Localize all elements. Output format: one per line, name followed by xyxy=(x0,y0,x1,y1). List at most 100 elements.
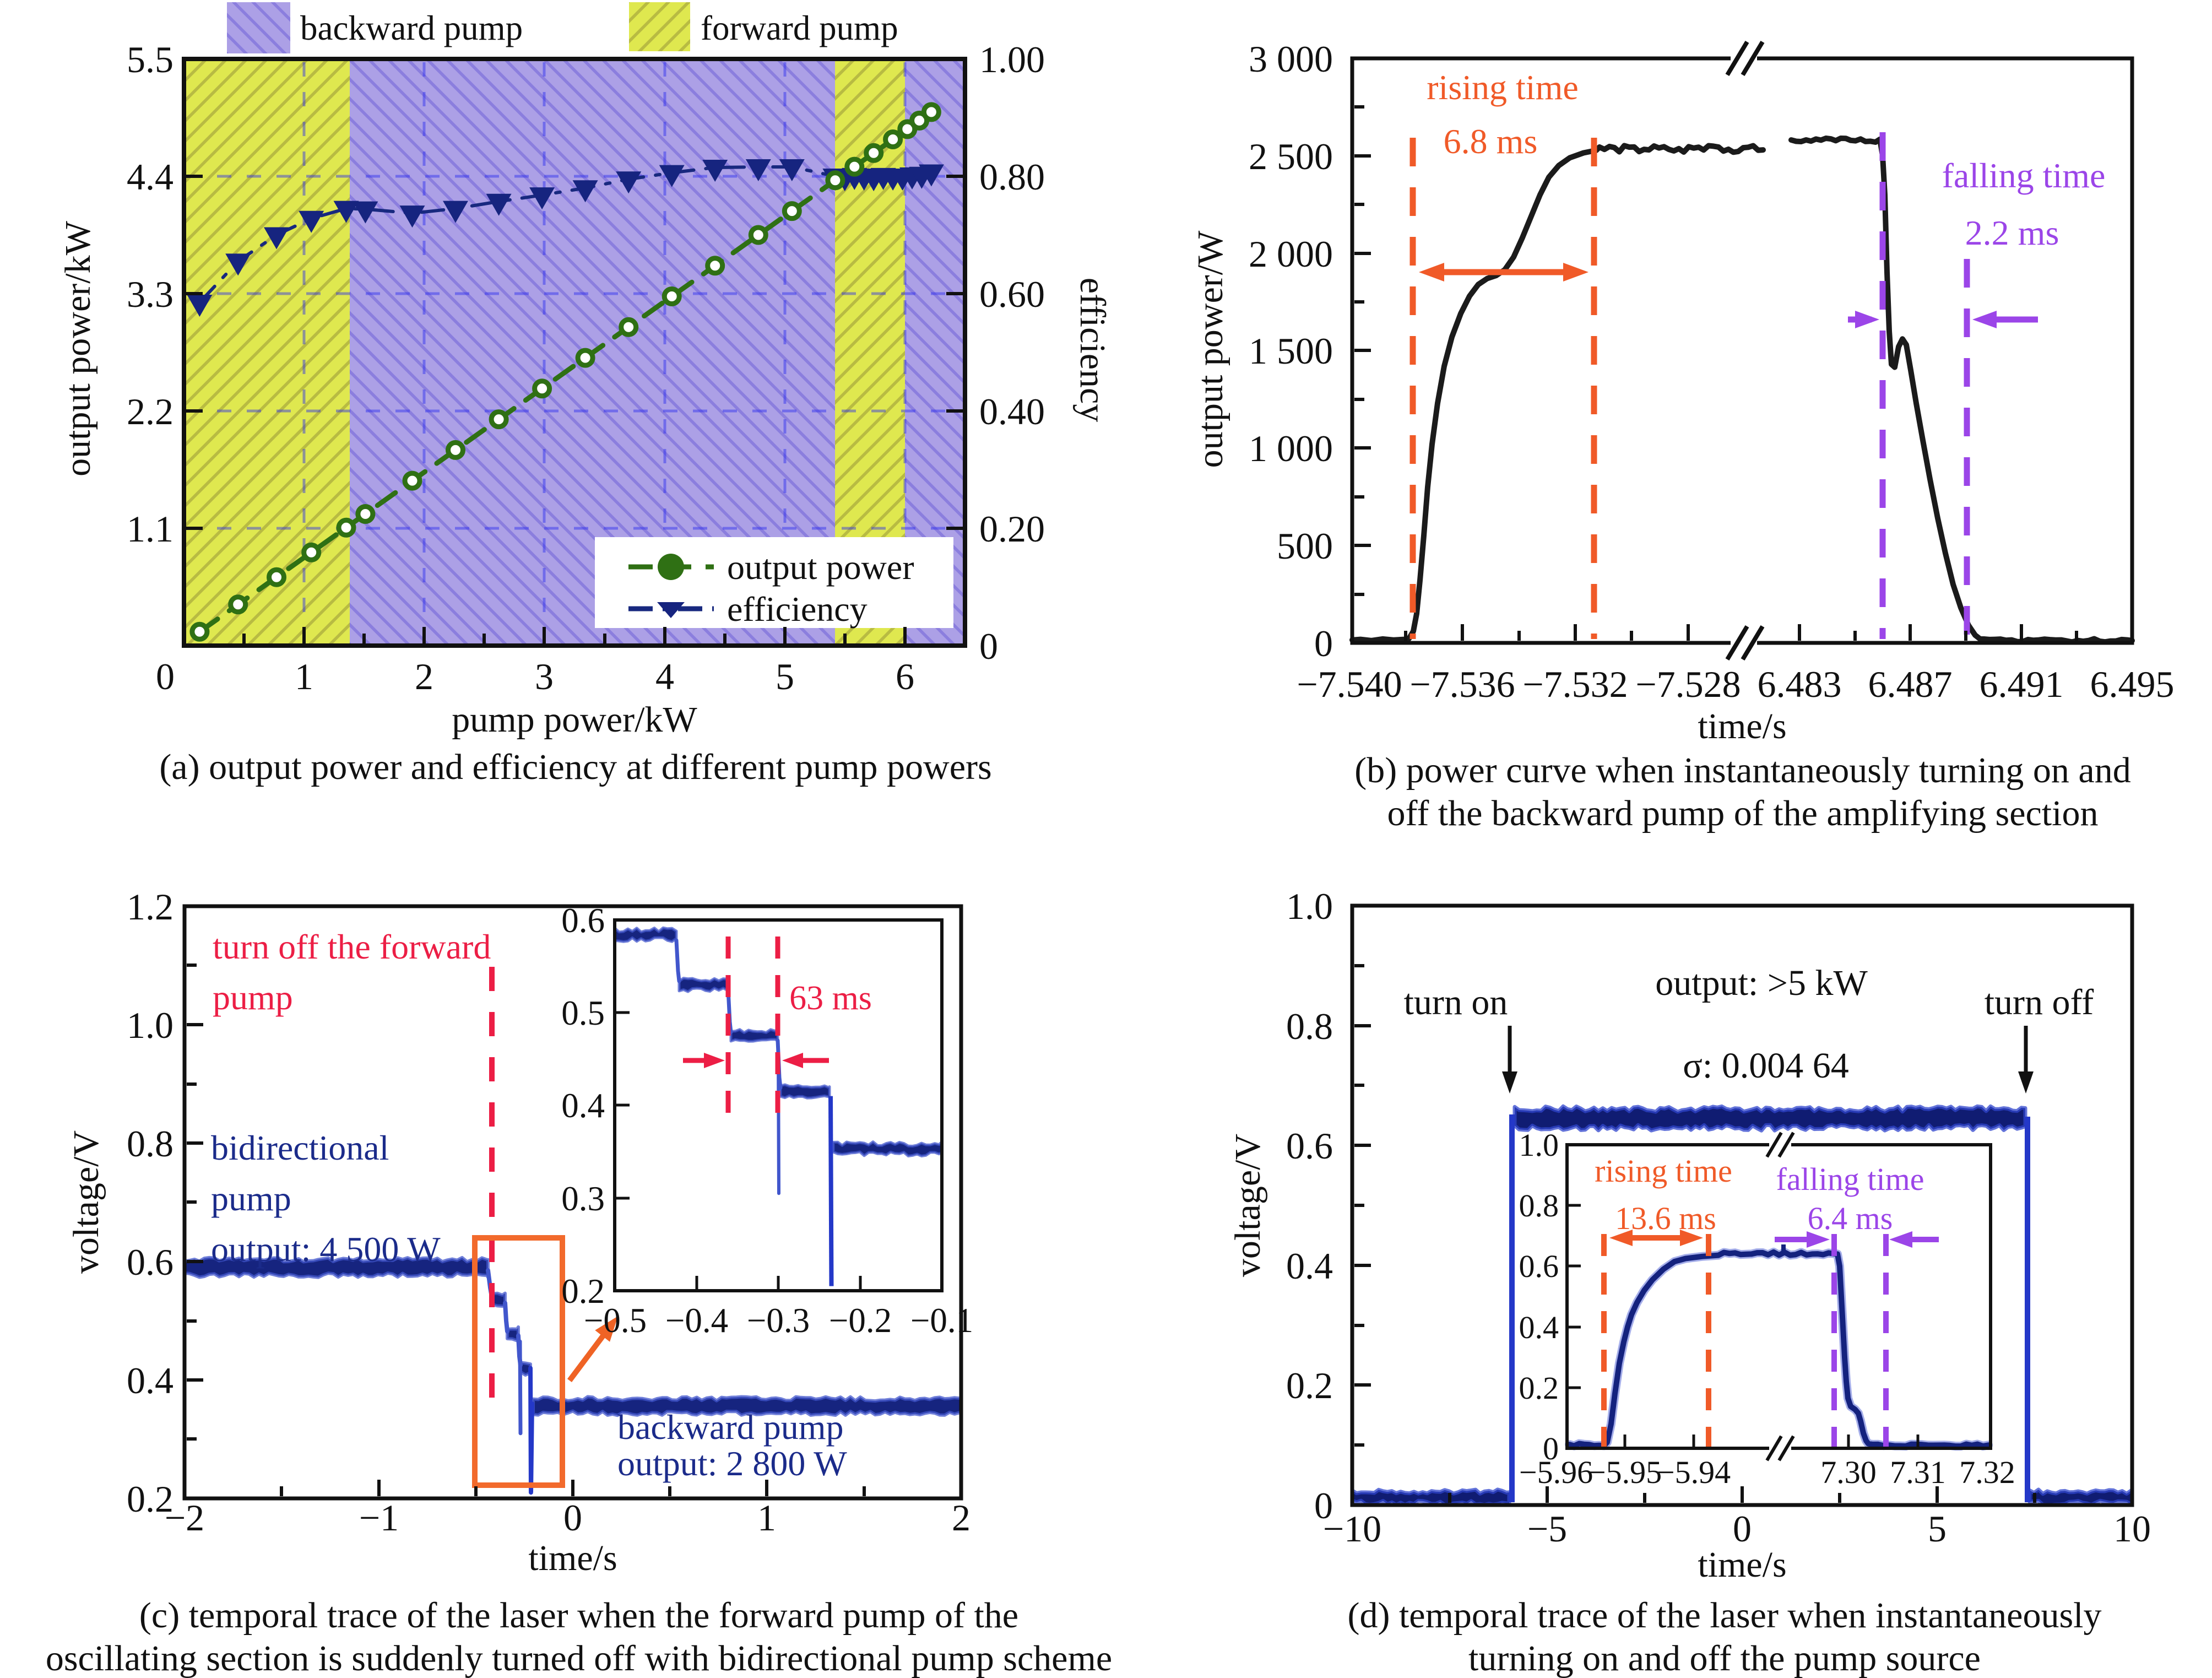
svg-text:1 000: 1 000 xyxy=(1249,427,1333,469)
svg-text:0: 0 xyxy=(979,625,998,667)
svg-text:7.31: 7.31 xyxy=(1890,1454,1946,1490)
svg-text:0: 0 xyxy=(1543,1431,1559,1466)
svg-text:output: 2 800 W: output: 2 800 W xyxy=(617,1444,847,1483)
svg-text:voltage/V: voltage/V xyxy=(1228,1134,1268,1277)
svg-text:rising time: rising time xyxy=(1427,68,1579,107)
svg-text:0: 0 xyxy=(156,656,175,697)
svg-text:time/s: time/s xyxy=(1698,1545,1786,1585)
svg-text:2 500: 2 500 xyxy=(1249,136,1333,177)
svg-text:0: 0 xyxy=(1314,1485,1333,1527)
svg-text:1.1: 1.1 xyxy=(127,508,174,550)
svg-text:1.0: 1.0 xyxy=(1286,885,1333,927)
svg-text:4: 4 xyxy=(655,656,674,697)
svg-text:−0.3: −0.3 xyxy=(747,1301,810,1340)
svg-text:−0.2: −0.2 xyxy=(829,1301,892,1340)
svg-text:6.487: 6.487 xyxy=(1868,663,1953,705)
svg-text:turn on: turn on xyxy=(1404,982,1508,1022)
svg-text:0.8: 0.8 xyxy=(1286,1005,1333,1047)
svg-text:1: 1 xyxy=(757,1497,776,1539)
svg-text:pump power/kW: pump power/kW xyxy=(452,700,697,740)
svg-text:(a) output power and efficienc: (a) output power and efficiency at diffe… xyxy=(159,747,991,787)
svg-text:output power/kW: output power/kW xyxy=(58,220,98,476)
svg-text:6.4 ms: 6.4 ms xyxy=(1808,1200,1893,1236)
svg-text:0.3: 0.3 xyxy=(561,1179,605,1218)
svg-text:0.6: 0.6 xyxy=(561,901,605,940)
svg-text:−0.1: −0.1 xyxy=(910,1301,973,1340)
svg-text:−5.96: −5.96 xyxy=(1519,1454,1593,1490)
svg-text:forward pump: forward pump xyxy=(701,9,898,47)
svg-text:7.32: 7.32 xyxy=(1959,1454,2015,1490)
svg-text:7.30: 7.30 xyxy=(1820,1454,1877,1490)
svg-text:(c) temporal trace of the lase: (c) temporal trace of the laser when the… xyxy=(139,1595,1018,1636)
svg-text:500: 500 xyxy=(1277,525,1333,567)
svg-text:output power: output power xyxy=(727,548,914,587)
svg-text:(b) power curve when instantan: (b) power curve when instantaneously tur… xyxy=(1354,750,2130,791)
svg-text:−0.4: −0.4 xyxy=(665,1301,728,1340)
svg-text:output: >5 kW: output: >5 kW xyxy=(1655,963,1868,1003)
svg-text:−0.5: −0.5 xyxy=(584,1301,647,1340)
svg-text:falling time: falling time xyxy=(1776,1161,1924,1197)
svg-text:63 ms: 63 ms xyxy=(789,979,872,1017)
svg-text:1.00: 1.00 xyxy=(979,39,1045,80)
svg-text:6: 6 xyxy=(896,656,914,697)
svg-text:6.483: 6.483 xyxy=(1758,663,1842,705)
svg-text:2.2: 2.2 xyxy=(127,391,174,432)
svg-text:time/s: time/s xyxy=(1698,706,1786,746)
svg-text:0: 0 xyxy=(1314,623,1333,664)
svg-text:1.2: 1.2 xyxy=(127,886,174,928)
svg-text:1: 1 xyxy=(295,656,313,697)
svg-text:turn off the forward: turn off the forward xyxy=(213,927,491,966)
svg-text:turning on and off the pump so: turning on and off the pump source xyxy=(1468,1638,1981,1678)
svg-text:−7.532: −7.532 xyxy=(1522,663,1628,705)
svg-text:time/s: time/s xyxy=(528,1538,617,1578)
svg-text:−5.95: −5.95 xyxy=(1588,1454,1662,1490)
svg-text:oscillating section is suddenl: oscillating section is suddenly turned o… xyxy=(46,1638,1112,1678)
svg-text:0.40: 0.40 xyxy=(979,391,1045,432)
svg-text:4.4: 4.4 xyxy=(127,156,174,198)
svg-text:0.4: 0.4 xyxy=(1519,1309,1559,1345)
svg-text:0: 0 xyxy=(1733,1508,1752,1550)
svg-text:5: 5 xyxy=(776,656,794,697)
svg-text:3 000: 3 000 xyxy=(1249,38,1333,80)
svg-text:6.8 ms: 6.8 ms xyxy=(1444,122,1538,161)
svg-text:pump: pump xyxy=(211,1179,291,1218)
svg-text:5.5: 5.5 xyxy=(127,39,174,80)
svg-text:2: 2 xyxy=(415,656,433,697)
svg-text:0.6: 0.6 xyxy=(1519,1248,1559,1284)
svg-text:σ: 0.004 64: σ: 0.004 64 xyxy=(1683,1046,1848,1086)
svg-text:2.2 ms: 2.2 ms xyxy=(1965,213,2059,252)
svg-text:0.60: 0.60 xyxy=(979,273,1045,315)
svg-text:rising time: rising time xyxy=(1595,1153,1732,1189)
svg-text:2 000: 2 000 xyxy=(1249,233,1333,275)
svg-text:0.2: 0.2 xyxy=(1286,1365,1333,1406)
svg-text:backward pump: backward pump xyxy=(617,1408,844,1447)
svg-text:(d) temporal trace of the lase: (d) temporal trace of the laser when ins… xyxy=(1348,1595,2102,1636)
svg-text:0.20: 0.20 xyxy=(979,508,1045,550)
svg-text:0.2: 0.2 xyxy=(561,1272,605,1311)
svg-text:bidirectional: bidirectional xyxy=(211,1128,389,1167)
svg-text:0: 0 xyxy=(563,1497,582,1539)
svg-text:2: 2 xyxy=(952,1497,971,1539)
svg-text:6.495: 6.495 xyxy=(2090,663,2175,705)
svg-text:off the backward pump of the a: off the backward pump of the amplifying … xyxy=(1387,793,2099,833)
svg-text:0.8: 0.8 xyxy=(1519,1188,1559,1224)
svg-text:0.6: 0.6 xyxy=(127,1241,174,1283)
svg-text:−1: −1 xyxy=(359,1497,399,1539)
svg-text:efficiency: efficiency xyxy=(727,589,868,629)
svg-text:10: 10 xyxy=(2113,1508,2151,1550)
svg-text:−5.94: −5.94 xyxy=(1657,1454,1731,1490)
svg-text:−7.536: −7.536 xyxy=(1409,663,1515,705)
svg-text:−7.540: −7.540 xyxy=(1297,663,1402,705)
svg-text:0.6: 0.6 xyxy=(1286,1125,1333,1167)
svg-text:0.4: 0.4 xyxy=(1286,1245,1333,1287)
svg-text:−10: −10 xyxy=(1323,1508,1381,1550)
svg-text:−2: −2 xyxy=(165,1497,204,1539)
svg-text:3: 3 xyxy=(535,656,554,697)
svg-text:0.4: 0.4 xyxy=(561,1086,605,1125)
svg-text:1.0: 1.0 xyxy=(127,1004,174,1046)
svg-text:0.2: 0.2 xyxy=(1519,1370,1559,1406)
svg-text:1.0: 1.0 xyxy=(1519,1127,1559,1163)
svg-text:pump: pump xyxy=(213,978,293,1017)
svg-text:efficiency: efficiency xyxy=(1072,278,1113,423)
svg-text:5: 5 xyxy=(1928,1508,1947,1550)
